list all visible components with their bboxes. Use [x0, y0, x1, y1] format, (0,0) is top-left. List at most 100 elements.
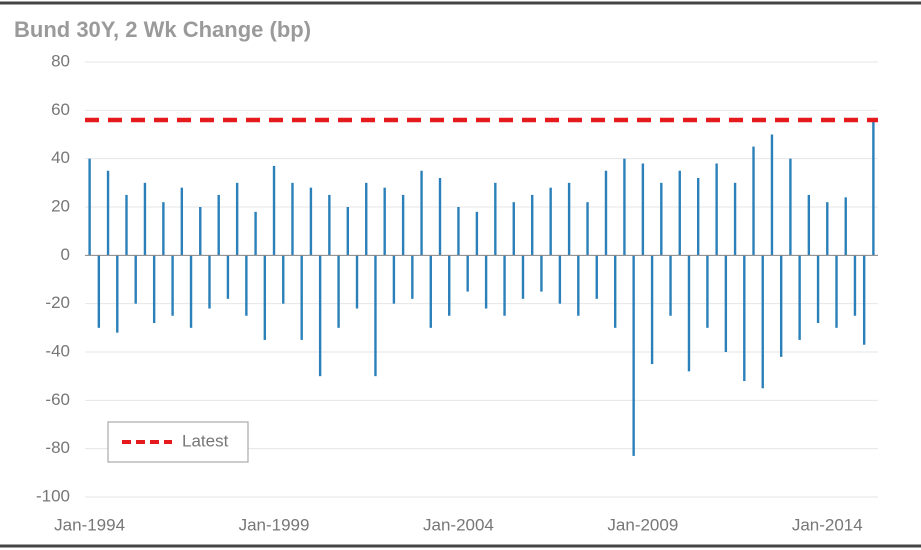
bar [171, 255, 174, 316]
bar [844, 197, 847, 256]
x-tick-label: Jan-2009 [607, 515, 678, 534]
bar [374, 255, 377, 377]
bar [263, 255, 267, 340]
bar [678, 170, 681, 256]
bar [429, 255, 432, 328]
legend: Latest [107, 421, 249, 463]
bar [355, 255, 359, 309]
bar [549, 187, 552, 256]
bar [162, 202, 165, 256]
bar [696, 178, 700, 256]
bar [503, 255, 506, 316]
bar [245, 255, 248, 316]
bar [623, 158, 626, 256]
bar [106, 170, 110, 256]
bar [235, 182, 239, 256]
bar [595, 255, 598, 299]
bar [733, 182, 737, 256]
bar [97, 255, 101, 328]
bar [466, 255, 469, 292]
bar [226, 255, 230, 299]
bar [872, 120, 875, 256]
bar [743, 255, 746, 381]
bar [392, 255, 396, 304]
x-tick-label: Jan-2004 [423, 515, 494, 534]
bar [365, 182, 368, 256]
bar [835, 255, 838, 328]
bar [383, 187, 386, 256]
bar [346, 207, 349, 256]
bar [134, 255, 137, 304]
bar [567, 182, 571, 256]
bar [816, 255, 820, 323]
bar [143, 182, 147, 256]
y-tick-label: 40 [51, 148, 70, 167]
grid: -100 -80 -60 -40 -20 0 20 40 60 80 Jan-1994 Jan-199… [36, 51, 878, 534]
bar [761, 255, 764, 389]
bar [152, 255, 156, 323]
bar [475, 211, 479, 256]
bar [448, 255, 451, 316]
bar [531, 194, 534, 256]
bar [189, 255, 193, 328]
bar [291, 182, 294, 256]
bar [125, 194, 128, 256]
bar [217, 194, 220, 256]
bar [88, 158, 91, 256]
bar [282, 255, 285, 304]
bar [715, 163, 718, 256]
bar [438, 178, 442, 256]
bar [558, 255, 562, 304]
x-tick-label: Jan-2014 [792, 515, 863, 534]
y-tick-label: -40 [45, 341, 70, 360]
bar [116, 255, 119, 333]
bar [604, 170, 608, 256]
bar [650, 255, 654, 365]
bar [272, 165, 276, 256]
bar [521, 255, 525, 299]
bar [789, 158, 792, 256]
bar [632, 255, 635, 456]
bar [770, 134, 774, 256]
overlay [85, 117, 878, 256]
bar [494, 182, 497, 256]
bars [88, 120, 875, 456]
y-tick-label: -80 [45, 438, 70, 457]
bar [540, 255, 543, 292]
bar [853, 255, 857, 316]
bar [724, 255, 728, 352]
bar [457, 207, 460, 256]
bar [862, 255, 866, 345]
bar [411, 255, 414, 299]
bar [706, 255, 709, 328]
y-tick-label: -20 [45, 293, 70, 312]
bar [337, 255, 340, 328]
bar [687, 255, 691, 372]
bar [180, 187, 184, 256]
bar [401, 194, 405, 256]
y-tick-label: 20 [51, 196, 70, 215]
chart-title: Bund 30Y, 2 Wk Change (bp) [14, 17, 311, 42]
bar [328, 194, 331, 256]
bar [798, 255, 801, 340]
bar [779, 255, 783, 357]
bar [318, 255, 322, 377]
x-tick-label: Jan-1994 [54, 515, 125, 534]
bar [300, 255, 303, 340]
legend-box [107, 421, 249, 463]
bar [420, 170, 423, 256]
bar [254, 211, 257, 256]
bar [752, 146, 755, 256]
y-tick-label: 60 [51, 100, 70, 119]
bar [807, 194, 811, 256]
y-tick-label: -60 [45, 390, 70, 409]
y-tick-label: 0 [61, 245, 70, 264]
bar [512, 202, 515, 256]
bar [586, 202, 589, 256]
bar [669, 255, 672, 316]
bar [484, 255, 488, 309]
y-tick-label: -100 [36, 486, 70, 505]
y-tick-label: 80 [51, 51, 70, 70]
bar [309, 187, 313, 256]
